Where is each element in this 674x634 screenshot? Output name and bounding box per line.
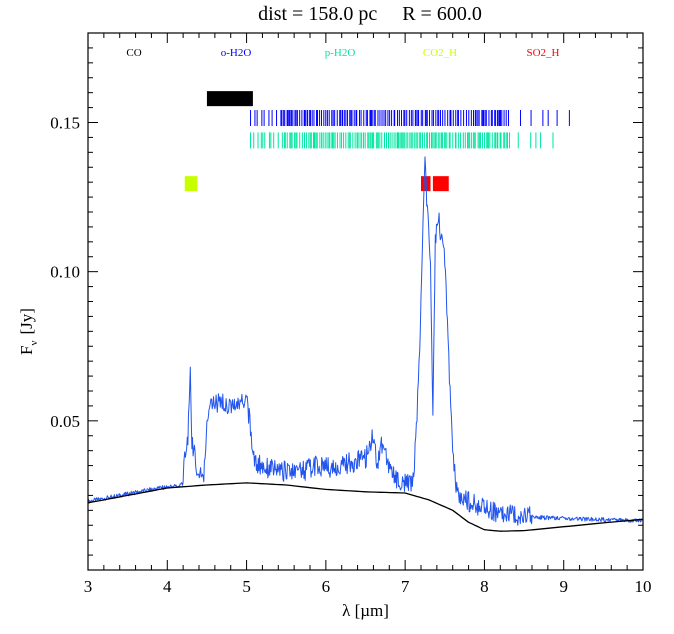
y-axis-label-subscript: ν xyxy=(28,340,40,345)
line-marker xyxy=(184,176,198,192)
series-group xyxy=(87,156,644,532)
legend-entry: CO2_H xyxy=(423,47,457,59)
line-markers xyxy=(184,91,570,192)
legend-entry: SO2_H xyxy=(526,47,559,59)
svg-text:Fν[Jy]: Fν [Jy] xyxy=(17,308,40,355)
x-tick-label: 9 xyxy=(559,577,568,596)
y-axis-label-main: F xyxy=(17,345,36,354)
legend-entry: o-H2O xyxy=(221,47,252,59)
legend: CO o-H2O p-H2O CO2_H SO2_H xyxy=(126,47,559,59)
x-tick-label: 10 xyxy=(635,577,652,596)
series-spectrum-line xyxy=(87,156,644,526)
x-tick-label: 6 xyxy=(322,577,331,596)
x-tick-label: 3 xyxy=(84,577,93,596)
y-axis-label: Fν [Jy] xyxy=(17,308,40,355)
legend-entry: p-H2O xyxy=(325,47,356,59)
x-tick-label: 7 xyxy=(401,577,410,596)
y-tick-label: 0.15 xyxy=(50,114,80,133)
series-continuum-line xyxy=(87,482,644,532)
x-tick-label: 4 xyxy=(163,577,172,596)
y-axis-label-unit: [Jy] xyxy=(17,308,36,334)
y-tick-label: 0.05 xyxy=(50,412,80,431)
x-tick-label: 8 xyxy=(480,577,489,596)
legend-entry: CO xyxy=(126,47,141,59)
line-marker xyxy=(432,176,449,192)
plot-frame xyxy=(87,32,644,571)
axis-ticks: 3 4 5 6 7 8 9 10 0.05 0.10 0.15 xyxy=(50,33,652,596)
y-tick-label: 0.10 xyxy=(50,263,80,282)
x-axis-label: λ [µm] xyxy=(342,601,389,620)
chart-title: dist = 158.0 pc R = 600.0 xyxy=(258,3,482,25)
line-marker xyxy=(206,91,253,107)
x-tick-label: 5 xyxy=(242,577,251,596)
